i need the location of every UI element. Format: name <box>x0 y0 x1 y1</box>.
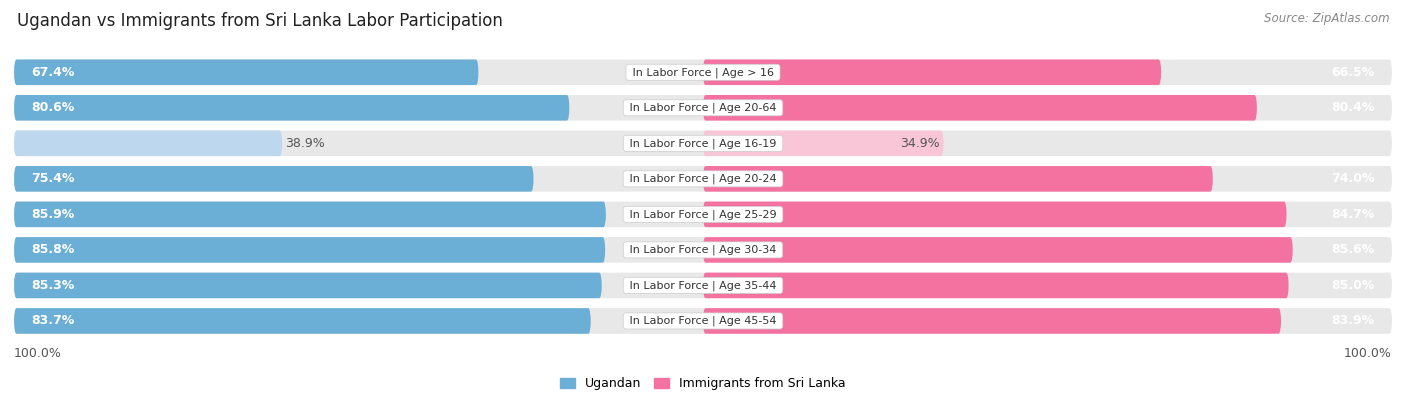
Text: 85.9%: 85.9% <box>31 208 75 221</box>
Text: 100.0%: 100.0% <box>14 346 62 359</box>
Text: 80.4%: 80.4% <box>1331 101 1375 114</box>
Text: 38.9%: 38.9% <box>285 137 325 150</box>
Text: In Labor Force | Age > 16: In Labor Force | Age > 16 <box>628 67 778 77</box>
Text: 67.4%: 67.4% <box>31 66 75 79</box>
Text: 80.6%: 80.6% <box>31 101 75 114</box>
Text: 85.6%: 85.6% <box>1331 243 1375 256</box>
FancyBboxPatch shape <box>14 237 1392 263</box>
Text: Ugandan vs Immigrants from Sri Lanka Labor Participation: Ugandan vs Immigrants from Sri Lanka Lab… <box>17 12 503 30</box>
Text: 84.7%: 84.7% <box>1331 208 1375 221</box>
FancyBboxPatch shape <box>703 130 943 156</box>
Text: In Labor Force | Age 25-29: In Labor Force | Age 25-29 <box>626 209 780 220</box>
FancyBboxPatch shape <box>14 273 1392 298</box>
Legend: Ugandan, Immigrants from Sri Lanka: Ugandan, Immigrants from Sri Lanka <box>555 372 851 395</box>
Text: 83.9%: 83.9% <box>1331 314 1375 327</box>
FancyBboxPatch shape <box>14 273 602 298</box>
Text: 66.5%: 66.5% <box>1331 66 1375 79</box>
FancyBboxPatch shape <box>14 166 1392 192</box>
Text: 100.0%: 100.0% <box>1344 346 1392 359</box>
FancyBboxPatch shape <box>703 166 1213 192</box>
Text: 74.0%: 74.0% <box>1331 172 1375 185</box>
Text: 85.0%: 85.0% <box>1331 279 1375 292</box>
FancyBboxPatch shape <box>14 60 1392 85</box>
FancyBboxPatch shape <box>14 308 1392 334</box>
FancyBboxPatch shape <box>14 201 1392 227</box>
FancyBboxPatch shape <box>703 60 1161 85</box>
Text: In Labor Force | Age 45-54: In Labor Force | Age 45-54 <box>626 316 780 326</box>
Text: In Labor Force | Age 30-34: In Labor Force | Age 30-34 <box>626 245 780 255</box>
FancyBboxPatch shape <box>14 308 591 334</box>
Text: In Labor Force | Age 35-44: In Labor Force | Age 35-44 <box>626 280 780 291</box>
FancyBboxPatch shape <box>703 95 1257 120</box>
FancyBboxPatch shape <box>703 237 1292 263</box>
Text: In Labor Force | Age 16-19: In Labor Force | Age 16-19 <box>626 138 780 149</box>
Text: Source: ZipAtlas.com: Source: ZipAtlas.com <box>1264 12 1389 25</box>
Text: 85.8%: 85.8% <box>31 243 75 256</box>
FancyBboxPatch shape <box>14 130 1392 156</box>
FancyBboxPatch shape <box>14 60 478 85</box>
FancyBboxPatch shape <box>703 308 1281 334</box>
FancyBboxPatch shape <box>14 237 605 263</box>
Text: 83.7%: 83.7% <box>31 314 75 327</box>
FancyBboxPatch shape <box>14 201 606 227</box>
FancyBboxPatch shape <box>703 273 1289 298</box>
FancyBboxPatch shape <box>703 201 1286 227</box>
FancyBboxPatch shape <box>14 130 283 156</box>
Text: 34.9%: 34.9% <box>900 137 941 150</box>
Text: 85.3%: 85.3% <box>31 279 75 292</box>
Text: 75.4%: 75.4% <box>31 172 75 185</box>
Text: In Labor Force | Age 20-64: In Labor Force | Age 20-64 <box>626 103 780 113</box>
FancyBboxPatch shape <box>14 166 533 192</box>
FancyBboxPatch shape <box>14 95 1392 120</box>
Text: In Labor Force | Age 20-24: In Labor Force | Age 20-24 <box>626 173 780 184</box>
FancyBboxPatch shape <box>14 95 569 120</box>
